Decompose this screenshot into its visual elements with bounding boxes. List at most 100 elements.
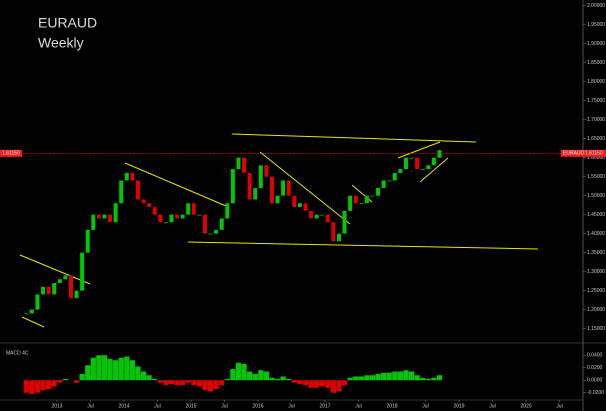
candle: [208, 233, 213, 235]
candle: [108, 214, 113, 223]
macd-bar: [224, 379, 230, 381]
candle: [247, 172, 252, 200]
macd-bar: [29, 380, 35, 394]
macd-bar: [286, 379, 292, 381]
macd-bar: [85, 365, 91, 381]
candle: [141, 199, 146, 204]
x-tick-label: 2015: [185, 403, 196, 409]
x-tick-label: 2019: [453, 403, 464, 409]
macd-bar: [152, 379, 158, 381]
trendline: [19, 254, 91, 285]
candle: [426, 165, 431, 170]
macd-bar: [258, 370, 264, 381]
candle: [403, 157, 408, 170]
macd-bar: [369, 375, 376, 381]
x-tick-label: Jul: [355, 403, 361, 409]
y-tick-label: 1.85000: [587, 60, 605, 66]
trendline: [231, 133, 477, 143]
candle: [398, 169, 403, 173]
y-tick-label: 1.95000: [587, 22, 605, 28]
candle: [420, 169, 425, 170]
chart-subtitle: Weekly: [38, 35, 84, 51]
macd-bar: [191, 380, 197, 386]
trendline: [259, 151, 351, 225]
macd-bar: [431, 377, 437, 381]
macd-bar: [135, 366, 141, 381]
trendlines: [19, 133, 539, 328]
candle: [409, 157, 414, 159]
macd-bar: [219, 380, 225, 386]
macd-bar: [23, 380, 29, 393]
candle: [320, 214, 325, 216]
macd-bar: [90, 357, 96, 381]
candle: [41, 286, 46, 295]
candle: [74, 290, 79, 299]
y-tick-label: 1.35000: [587, 250, 605, 256]
candle: [370, 195, 375, 197]
candle: [186, 203, 191, 215]
macd-bar: [40, 380, 46, 391]
candle: [96, 214, 101, 219]
y-tick-label: 1.40000: [587, 231, 605, 237]
candle: [147, 203, 152, 208]
candle: [381, 180, 386, 189]
macd-bar: [247, 371, 253, 381]
indicator-title: MACD 4C: [6, 350, 29, 356]
candle: [52, 283, 57, 295]
macd-bar: [341, 380, 348, 386]
x-tick-label: 2013: [51, 403, 62, 409]
candle: [269, 176, 274, 204]
candle: [119, 180, 124, 204]
y-tick-label: 1.30000: [587, 269, 605, 275]
macd-bar: [397, 371, 403, 381]
candle: [57, 279, 62, 284]
candle: [68, 275, 73, 299]
trendline: [419, 157, 449, 183]
y-tick-label: -0.0200: [587, 390, 604, 396]
macd-bar: [263, 371, 269, 381]
candle: [46, 286, 51, 295]
y-tick-label: 1.55000: [587, 174, 605, 180]
candle: [63, 275, 68, 280]
macd-bar: [180, 380, 186, 386]
candle: [158, 214, 163, 223]
macd-bar: [62, 379, 68, 381]
candle: [364, 195, 369, 204]
candle: [236, 157, 241, 170]
macd-bar: [146, 375, 152, 381]
macd-bar: [302, 380, 309, 386]
macd-bar: [336, 380, 342, 392]
macd-bar: [392, 371, 398, 381]
candle: [197, 214, 202, 216]
candle: [297, 203, 302, 208]
candle: [264, 165, 269, 177]
trendline: [187, 241, 539, 250]
candle: [331, 222, 336, 242]
macd-bar: [274, 379, 281, 381]
macd-bar: [129, 360, 135, 381]
candle: [230, 169, 235, 204]
candle: [91, 214, 96, 230]
symbol-tag: EURAUD: [563, 151, 585, 157]
candle: [275, 195, 280, 204]
candle: [219, 218, 224, 230]
macd-bar: [269, 377, 275, 381]
candle: [191, 203, 196, 215]
candle: [242, 157, 247, 173]
candle: [258, 165, 263, 189]
macd-bar: [157, 380, 163, 383]
candle: [431, 157, 436, 166]
candle: [348, 195, 353, 211]
macd-bar: [207, 380, 214, 392]
y-tick-label: 0.0000: [587, 378, 603, 384]
y-tick-label: 2.00000: [587, 3, 605, 9]
macd-bar: [202, 380, 208, 391]
y-tick-label: 0.0200: [587, 365, 603, 371]
macd-bar: [51, 380, 57, 387]
macd-bar: [230, 369, 236, 381]
candle: [336, 233, 341, 242]
candle: [135, 180, 140, 200]
last-price-left: 1.61150: [2, 151, 20, 157]
chart-title: EURAUD: [38, 15, 97, 31]
